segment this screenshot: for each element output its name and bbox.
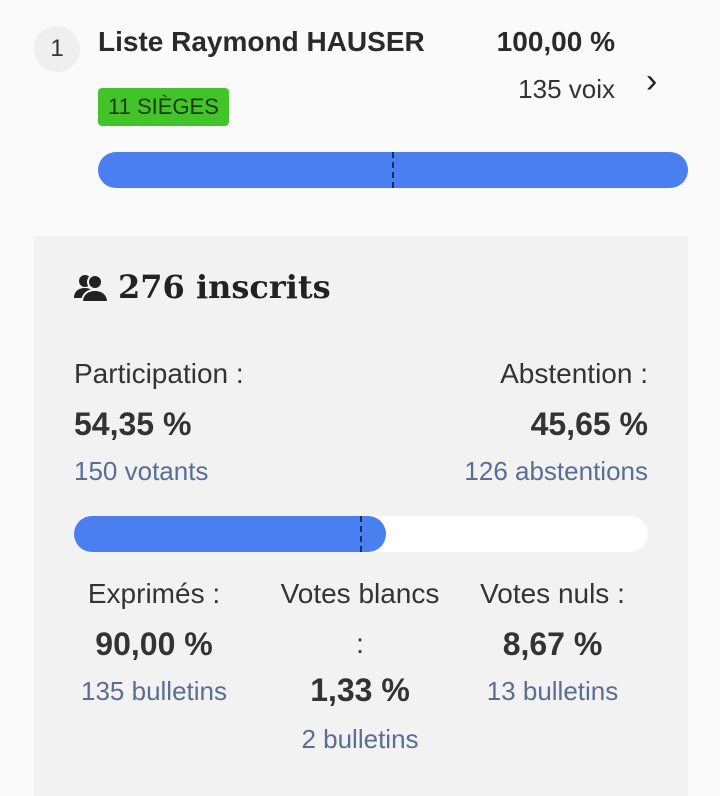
list-name[interactable]: Liste Raymond HAUSER — [98, 26, 425, 57]
expressed-label: Exprimés : — [87, 578, 221, 609]
seats-badge: 11 SIÈGES — [98, 88, 229, 126]
abstention-sub: 126 abstentions — [464, 456, 648, 486]
majority-marker — [392, 152, 394, 188]
null-label: Votes nuls : — [480, 578, 625, 609]
participation-bar — [74, 516, 386, 552]
list-percent: 100,00 % — [496, 26, 615, 57]
expressed-value: 90,00 % — [95, 626, 213, 662]
participation-label: Participation : — [74, 358, 244, 389]
null-sub: 13 bulletins — [486, 676, 619, 706]
users-icon — [74, 274, 108, 302]
participation-value: 54,35 % — [74, 406, 192, 442]
participation-sub: 150 votants — [74, 456, 209, 486]
null-value: 8,67 % — [502, 626, 603, 662]
abstention-value: 45,65 % — [530, 406, 648, 442]
blank-label: Votes blancs — [280, 578, 440, 609]
blank-sub: 2 bulletins — [301, 724, 419, 754]
blank-value: 1,33 % — [310, 672, 410, 708]
blank-label-colon: : — [356, 628, 364, 659]
rank-badge: 1 — [34, 26, 80, 72]
abstention-label: Abstention : — [500, 358, 648, 389]
expressed-sub: 135 bulletins — [81, 676, 227, 706]
half-marker — [360, 516, 362, 552]
list-votes: 135 voix — [518, 74, 615, 104]
turnout-panel: 276 inscrits Participation : 54,35 % 150… — [34, 236, 688, 796]
registered-text: 276 inscrits — [118, 268, 331, 306]
registered-count: 276 inscrits — [74, 268, 331, 306]
chevron-right-icon[interactable]: › — [646, 62, 658, 100]
